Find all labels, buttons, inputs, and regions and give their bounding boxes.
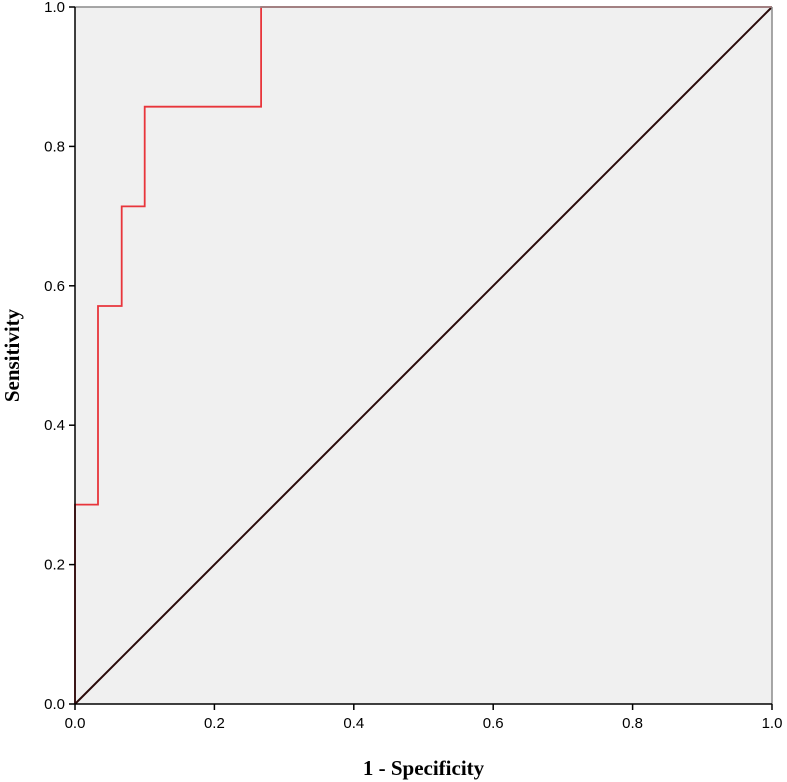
x-axis: 0.0 0.2 0.4 0.6 0.8 1.0	[65, 704, 783, 732]
roc-curve	[74, 6, 772, 704]
y-tick-label: 0.8	[44, 138, 65, 155]
y-axis-title: Sensitivity	[0, 308, 24, 402]
plot-frame	[74, 6, 773, 705]
y-tick-label: 0.2	[44, 557, 65, 574]
x-tick-label: 0.0	[65, 715, 86, 732]
series-layer	[74, 6, 773, 705]
y-tick-label: 0.6	[44, 278, 65, 295]
x-tick-label: 0.2	[204, 715, 225, 732]
x-axis-title: 1 - Specificity	[363, 756, 485, 780]
x-tick-label: 0.6	[483, 715, 504, 732]
x-tick-label: 1.0	[762, 715, 783, 732]
y-axis: 0.0 0.2 0.4 0.6 0.8 1.0	[44, 0, 75, 713]
y-tick-label: 0.0	[44, 696, 65, 713]
x-tick-label: 0.4	[343, 715, 364, 732]
x-tick-label: 0.8	[622, 715, 643, 732]
reference-line	[74, 6, 773, 705]
y-tick-label: 0.4	[44, 417, 65, 434]
y-tick-label: 1.0	[44, 0, 65, 16]
